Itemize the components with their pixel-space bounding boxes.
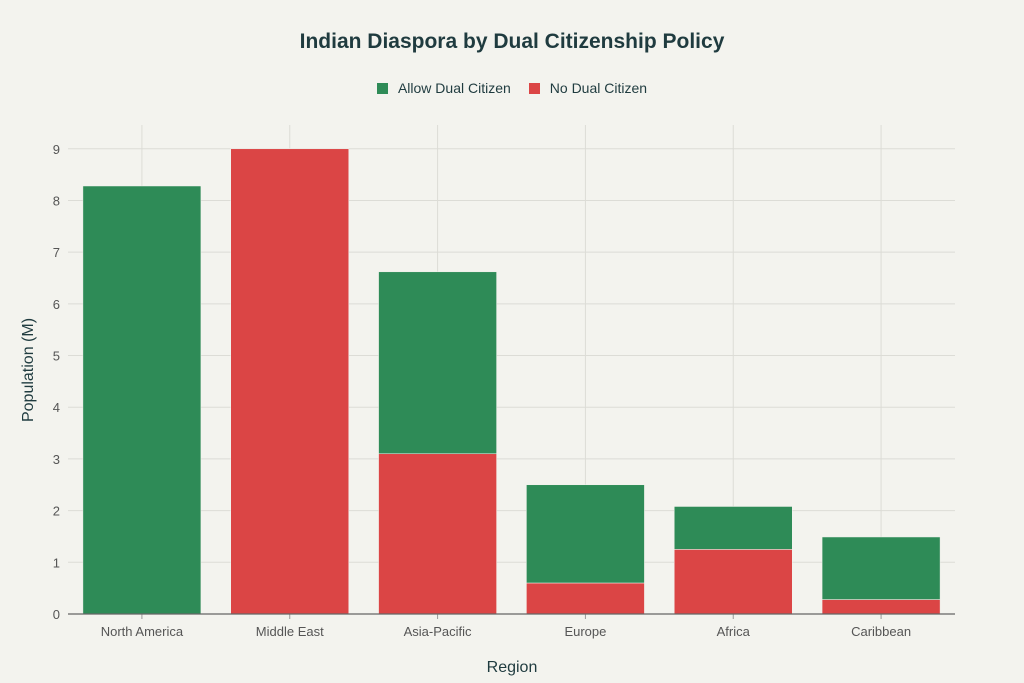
y-tick-label: 6 [53, 297, 60, 312]
bar-allow-dual [821, 536, 941, 600]
legend-item-allow[interactable]: Allow Dual Citizen [376, 80, 511, 96]
y-tick-label: 9 [53, 142, 60, 157]
legend-item-no[interactable]: No Dual Citizen [528, 80, 648, 96]
bar-allow-dual [674, 506, 793, 550]
bar-no-dual [526, 582, 645, 615]
y-axis-title: Population (M) [20, 318, 37, 422]
x-tick-label: North America [101, 624, 184, 639]
legend: Allow Dual Citizen No Dual Citizen [0, 80, 1024, 96]
y-tick-label: 7 [53, 245, 60, 260]
legend-swatch-no [528, 82, 540, 94]
bar-no-dual [378, 453, 497, 615]
y-tick-label: 2 [53, 504, 60, 519]
bar-no-dual [674, 549, 793, 615]
legend-swatch-allow [376, 82, 388, 94]
bar-no-dual [821, 599, 941, 615]
bar-no-dual [230, 148, 349, 615]
y-tick-label: 5 [53, 349, 60, 364]
y-tick-label: 4 [53, 400, 60, 415]
y-tick-label: 3 [53, 452, 60, 467]
chart-title: Indian Diaspora by Dual Citizenship Poli… [299, 30, 725, 53]
x-axis-title: Region [487, 659, 538, 676]
y-tick-label: 1 [53, 555, 60, 570]
x-tick-label: Europe [564, 624, 606, 639]
legend-label-no: No Dual Citizen [549, 80, 648, 96]
x-tick-label: Africa [717, 624, 751, 639]
bar-allow-dual [526, 484, 645, 584]
legend-label-allow: Allow Dual Citizen [397, 80, 511, 96]
x-tick-label: Middle East [256, 624, 324, 639]
y-tick-label: 8 [53, 193, 60, 208]
bar-allow-dual [378, 271, 497, 455]
x-tick-label: Caribbean [851, 624, 911, 639]
x-tick-label: Asia-Pacific [404, 624, 472, 639]
y-tick-label: 0 [53, 607, 60, 622]
bar-allow-dual [82, 185, 202, 615]
